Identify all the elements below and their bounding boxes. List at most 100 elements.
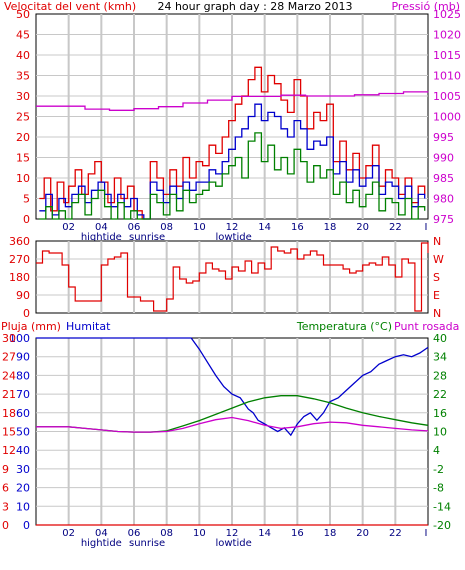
y-tick-label: 60 [16,407,30,420]
x-tick-label: 16 [291,528,304,539]
y2-tick-label: 34 [433,351,447,364]
y-tick-label-secondary: 12 [2,444,16,457]
series-line-green [39,132,426,220]
y-tick-label: 20 [16,482,30,495]
y-tick-label-secondary: 15 [2,426,16,439]
y2-tick-label: -2 [433,463,444,476]
y2-tick-label: N [433,307,441,320]
wind-speed-axis-label: Velocitat del vent (kmh) [4,0,136,13]
x-tick-label: 16 [291,222,304,233]
tide-label: lowtide [215,232,251,243]
y2-tick-label: 985 [433,172,454,185]
rain-humidity-temperature-panel: Pluja (mm) Humitat Temperatura (°C) Punt… [1,320,459,549]
y2-tick-label: 1015 [433,49,461,62]
y-tick-label: 30 [16,463,30,476]
x-tick-label: I [425,222,428,233]
x-tick-label: 14 [258,528,271,539]
x-tick-label: 06 [128,528,141,539]
y-tick-label: 20 [16,131,30,144]
y2-tick-label: N [433,235,441,248]
y-tick-label: 15 [16,152,30,165]
x-tick-label: 10 [193,222,206,233]
series-line-magenta [36,91,429,111]
series-line-magenta [36,416,429,433]
x-tick-label: I [425,528,428,539]
y-tick-label: 0 [23,519,30,532]
tide-label: sunrise [129,538,165,549]
y-tick-label: 10 [16,172,30,185]
x-tick-label: 20 [356,528,369,539]
y2-tick-label: 4 [433,444,440,457]
y2-tick-label: 1025 [433,8,461,21]
y-tick-label-secondary: 0 [2,519,9,532]
y2-tick-label: 1005 [433,90,461,103]
tide-label: hightide [81,232,122,243]
y-tick-label-secondary: 24 [2,369,16,382]
y-tick-label: 90 [16,289,30,302]
y2-tick-label: 16 [433,407,447,420]
x-tick-label: 22 [389,528,402,539]
y2-tick-label: W [433,253,444,266]
y-tick-label-secondary: 30 [2,332,16,345]
dew-point-axis-label: Punt rosada [394,320,459,333]
y-tick-label: 10 [16,500,30,513]
y-tick-label: 5 [23,193,30,206]
y-tick-label-secondary: 18 [2,407,16,420]
y2-tick-label: 40 [433,332,447,345]
graph-title: 24 hour graph day : 28 Marzo 2013 [157,0,352,13]
pressure-axis-label: Pressió (mb) [391,0,460,13]
x-tick-label: 02 [62,528,75,539]
y-tick-label-secondary: 27 [2,351,16,364]
wind-pressure-panel: Velocitat del vent (kmh) 24 hour graph d… [4,0,461,243]
y-tick-label: 40 [16,49,30,62]
y-tick-label: 270 [9,253,30,266]
x-tick-label: 20 [356,222,369,233]
x-tick-label: 12 [226,222,239,233]
x-tick-label: 12 [226,528,239,539]
rain-axis-label: Pluja (mm) [1,320,61,333]
x-tick-label: 14 [258,222,271,233]
tide-label: sunrise [129,232,165,243]
y2-tick-label: 1010 [433,70,461,83]
x-tick-label: 02 [62,222,75,233]
y-tick-label: 180 [9,271,30,284]
x-tick-label: 18 [324,528,337,539]
x-tick-label: 22 [389,222,402,233]
y2-tick-label: E [433,289,440,302]
series-line-blue [39,103,426,220]
y2-tick-label: 28 [433,369,447,382]
y-tick-label: 90 [16,351,30,364]
y-tick-label: 25 [16,111,30,124]
series-line-red [36,242,429,312]
y-tick-label: 0 [23,307,30,320]
humidity-axis-label: Humitat [66,320,111,333]
y-tick-label: 50 [16,8,30,21]
y-tick-label: 0 [23,213,30,226]
y-tick-label: 50 [16,426,30,439]
y2-tick-label: 995 [433,131,454,144]
x-tick-label: 18 [324,222,337,233]
series-line-red [39,66,426,220]
tide-label: hightide [81,538,122,549]
tide-label: lowtide [215,538,251,549]
y-tick-label: 35 [16,70,30,83]
y-tick-label: 360 [9,235,30,248]
y-tick-label: 45 [16,29,30,42]
x-tick-label: 04 [95,528,108,539]
y2-tick-label: -8 [433,482,444,495]
y2-tick-label: 975 [433,213,454,226]
y2-tick-label: 980 [433,193,454,206]
x-tick-label: 08 [160,222,173,233]
y2-tick-label: S [433,271,440,284]
y-tick-label: 30 [16,90,30,103]
series-line-blue [36,337,429,437]
x-tick-label: 10 [193,528,206,539]
y-tick-label-secondary: 6 [2,482,9,495]
y2-tick-label: 10 [433,426,447,439]
x-tick-label: 08 [160,528,173,539]
y2-tick-label: 1020 [433,29,461,42]
y-tick-label-secondary: 3 [2,500,9,513]
y2-tick-label: 22 [433,388,447,401]
